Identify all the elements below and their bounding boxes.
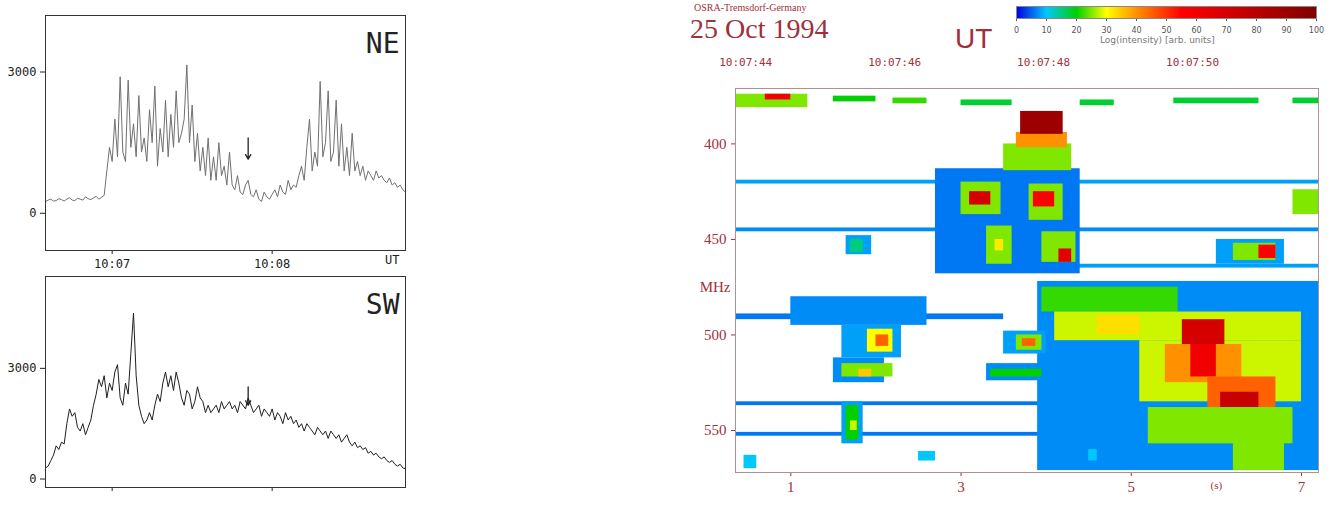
svg-text:10:07:50: 10:07:50 — [1166, 56, 1219, 69]
svg-text:3: 3 — [957, 479, 965, 495]
html-text:25 Oct 1994: 25 Oct 1994 — [690, 13, 829, 44]
svg-text:NE: NE — [366, 27, 400, 60]
html-text:OSRA-Tremsdorf-Germany: OSRA-Tremsdorf-Germany — [694, 2, 807, 13]
svg-text:30: 30 — [1101, 26, 1111, 35]
svg-text:0: 0 — [29, 472, 36, 486]
svg-text:50: 50 — [1161, 26, 1171, 35]
svg-text:400: 400 — [704, 136, 727, 152]
svg-text:3000: 3000 — [8, 361, 37, 375]
svg-text:550: 550 — [704, 422, 727, 438]
svg-text:40: 40 — [1131, 26, 1141, 35]
svg-text:1: 1 — [787, 479, 795, 495]
svg-text:MHz: MHz — [700, 279, 731, 295]
svg-text:10:07: 10:07 — [94, 257, 130, 271]
svg-text:10:07:48: 10:07:48 — [1017, 56, 1070, 69]
svg-text:500: 500 — [704, 327, 727, 343]
svg-text:450: 450 — [704, 231, 727, 247]
svg-text:100: 100 — [1309, 26, 1324, 35]
svg-text:10: 10 — [1041, 26, 1051, 35]
svg-text:0: 0 — [1014, 26, 1019, 35]
svg-text:70: 70 — [1221, 26, 1231, 35]
svg-text:60: 60 — [1191, 26, 1201, 35]
svg-text:80: 80 — [1251, 26, 1261, 35]
svg-text:3000: 3000 — [8, 65, 37, 79]
svg-text:5: 5 — [1128, 479, 1136, 495]
svg-text:(s): (s) — [1211, 479, 1223, 492]
svg-text:90: 90 — [1281, 26, 1291, 35]
svg-text:20: 20 — [1071, 26, 1081, 35]
html-text:UT: UT — [955, 23, 993, 54]
svg-text:10:07:46: 10:07:46 — [868, 56, 921, 69]
svg-text:UT: UT — [385, 253, 399, 267]
svg-text:7: 7 — [1298, 479, 1306, 495]
html-text:Log(intensity) [arb. units]: Log(intensity) [arb. units] — [1100, 35, 1215, 45]
svg-text:0: 0 — [29, 206, 36, 220]
svg-text:10:08: 10:08 — [254, 257, 290, 271]
svg-text:SW: SW — [366, 288, 400, 321]
svg-text:10:07:44: 10:07:44 — [719, 56, 772, 69]
